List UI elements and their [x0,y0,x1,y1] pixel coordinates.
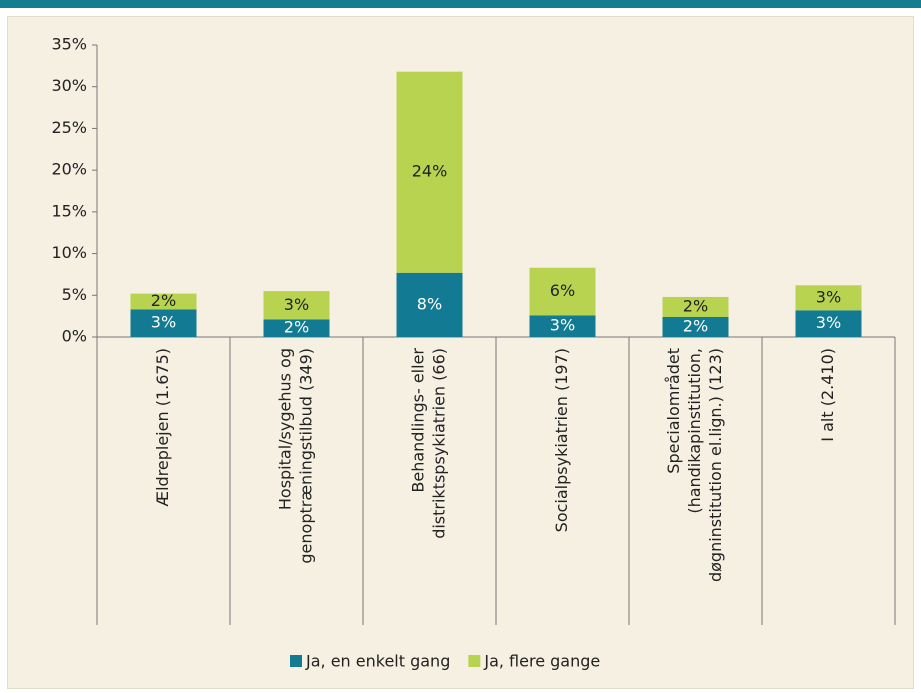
bar-segment [263,291,330,320]
bar-segment [529,315,596,337]
bar-segment [795,285,862,311]
bar-segment [795,310,862,337]
bar-segment [263,319,330,337]
y-tick-label: 30% [51,76,87,95]
x-tick-label: Specialområdet [664,348,683,474]
legend-swatch [468,655,481,667]
data-label: 6% [550,281,575,300]
x-tick-label: distriktspsykiatrien (66) [430,348,449,539]
x-tick-label: døgninstitution el.lign.) (123) [706,348,725,582]
legend-label: Ja, en enkelt gang [305,652,450,671]
bar-segment [662,316,729,337]
bar-segment [130,309,197,337]
data-label: 8% [417,294,442,313]
y-tick-label: 15% [51,201,87,220]
data-label: 3% [151,313,176,332]
bar-segment [662,296,729,317]
x-tick-label: Socialpsykiatrien (197) [552,348,571,532]
bar-segment [130,293,197,310]
y-tick-label: 20% [51,160,87,179]
data-label: 2% [683,316,708,335]
x-tick-label: Hospital/sygehus og [276,348,295,510]
top-band [0,0,921,8]
data-label: 2% [683,296,708,315]
legend-label: Ja, flere gange [483,652,600,671]
data-label: 3% [550,316,575,335]
y-tick-label: 25% [51,118,87,137]
bar-segment [396,272,463,337]
x-tick-label: (handikapinstitution, [685,348,704,514]
data-label: 2% [151,291,176,310]
x-tick-label: Ældreplejen (1.675) [153,348,172,507]
data-label: 24% [412,162,448,181]
data-label: 3% [284,295,309,314]
bar-segment [396,71,463,273]
x-tick-label: I alt (2.410) [818,348,837,442]
y-tick-label: 0% [62,327,87,346]
data-label: 2% [284,318,309,337]
x-tick-label: genoptræningstilbud (349) [297,348,316,564]
y-tick-label: 10% [51,243,87,262]
y-tick-label: 5% [62,285,87,304]
x-tick-label: Behandlings- eller [409,348,428,493]
data-label: 3% [816,287,841,306]
y-tick-label: 35% [51,35,87,54]
legend-swatch [290,655,302,667]
data-label: 3% [816,313,841,332]
bar-segment [529,267,596,316]
